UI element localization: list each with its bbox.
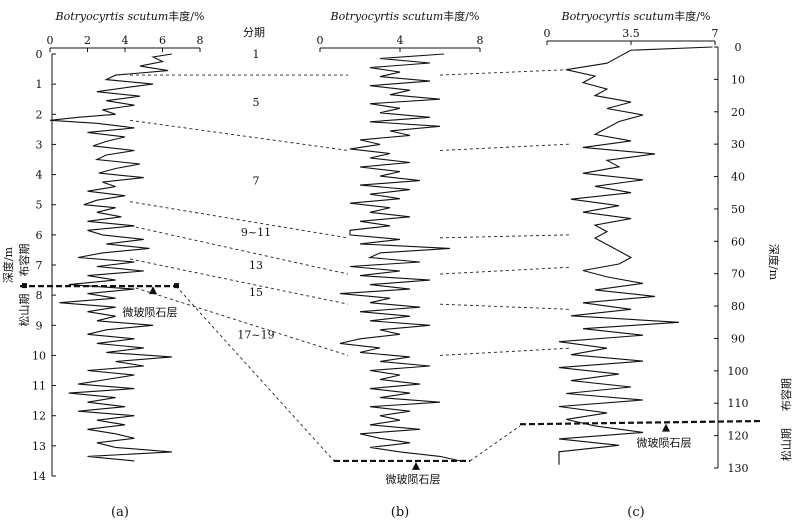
y-tick-label: 7 xyxy=(36,259,43,272)
y-tick-label: 40 xyxy=(731,171,745,184)
correlation-line xyxy=(129,225,349,275)
correlation-line xyxy=(129,119,349,151)
correlation-line xyxy=(129,258,349,305)
y-tick-label: 10 xyxy=(731,73,745,86)
y-tick-label: 70 xyxy=(731,268,745,281)
y-tick-label: 3 xyxy=(36,138,43,151)
y-tick-label: 13 xyxy=(32,440,46,453)
x-tick-label: 8 xyxy=(197,34,204,47)
x-tick-label: 0 xyxy=(317,34,324,47)
chron-lower-label: 松山期 xyxy=(779,428,793,461)
abundance-curve xyxy=(339,53,461,462)
y-tick-label: 14 xyxy=(32,470,46,483)
y-tick-label: 12 xyxy=(32,410,46,423)
boundary-marker xyxy=(174,283,179,289)
correlation-line xyxy=(439,347,571,356)
y-tick-label: 8 xyxy=(36,289,43,302)
y-tick-label: 30 xyxy=(731,138,745,151)
panel-b: 0 4 8 Botryocyrtis scutum丰度/% 微玻陨石层 xyxy=(317,9,484,486)
chron-lower-label: 松山期 xyxy=(17,294,31,327)
zone-label: 1 xyxy=(253,48,260,61)
y-tick-label: 2 xyxy=(36,108,43,121)
x-axis-title: Botryocyrtis scutum丰度/% xyxy=(561,9,711,23)
y-tick-label: 11 xyxy=(32,380,46,393)
x-tick-label: 0 xyxy=(47,34,54,47)
microtektite-boundary xyxy=(519,419,761,426)
x-tick-label: 2 xyxy=(84,34,91,47)
panel-label-a: (a) xyxy=(111,505,129,520)
x-tick-label: 8 xyxy=(477,34,484,47)
y-tick-label: 10 xyxy=(32,349,46,362)
y-tick-label: 1 xyxy=(36,78,43,91)
boundary-arrow xyxy=(149,286,157,295)
panel-label-b: (b) xyxy=(391,505,409,520)
x-tick-label: 4 xyxy=(122,34,129,47)
x-axis-title: Botryocyrtis scutum丰度/% xyxy=(330,9,480,23)
boundary-arrow xyxy=(662,423,670,432)
chron-upper-label: 布容期 xyxy=(17,244,31,277)
zone-label: 7 xyxy=(253,175,260,188)
correlation-line xyxy=(439,69,571,76)
y-axis-label: 深度/m xyxy=(767,244,781,281)
zone-label: 13 xyxy=(249,259,263,272)
x-axis-title: Botryocyrtis scutum丰度/% xyxy=(55,9,205,23)
correlation-line xyxy=(469,425,521,462)
y-tick-label: 0 xyxy=(735,41,742,54)
correlation-lines xyxy=(129,69,571,462)
y-tick-label: 5 xyxy=(36,199,43,212)
x-tick-label: 4 xyxy=(397,34,404,47)
abundance-curve xyxy=(49,53,172,462)
correlation-line xyxy=(439,266,571,275)
correlation-line xyxy=(129,285,349,356)
microtektite-label: 微玻陨石层 xyxy=(386,472,441,486)
correlation-line xyxy=(439,234,571,239)
y-axis-label: 深度/m xyxy=(1,246,15,283)
correlation-line xyxy=(129,201,349,239)
y-tick-label: 60 xyxy=(731,235,745,248)
y-tick-label: 90 xyxy=(731,332,745,345)
boundary-marker xyxy=(22,283,27,289)
zone-label: 5 xyxy=(253,96,260,109)
y-tick-label: 100 xyxy=(728,365,749,378)
correlation-line xyxy=(439,143,571,151)
y-tick-label: 80 xyxy=(731,300,745,313)
chron-upper-label: 布容期 xyxy=(779,378,793,411)
y-tick-label: 110 xyxy=(728,397,749,410)
microtektite-label: 微玻陨石层 xyxy=(637,436,692,450)
y-tick-label: 6 xyxy=(36,229,43,242)
y-tick-label: 50 xyxy=(731,203,745,216)
y-tick-label: 120 xyxy=(728,430,749,443)
panel-label-c: (c) xyxy=(627,505,644,520)
y-tick-label: 4 xyxy=(36,169,43,182)
correlation-line xyxy=(175,285,335,462)
y-tick-label: 0 xyxy=(36,48,43,61)
x-tick-label: 3.5 xyxy=(622,27,640,40)
boundary-arrow xyxy=(412,461,420,470)
correlation-line xyxy=(439,303,571,310)
zone-label: 17~19 xyxy=(237,328,274,341)
zone-label: 15 xyxy=(249,286,263,299)
y-tick-label: 20 xyxy=(731,106,745,119)
zone-header: 分期 xyxy=(243,26,265,39)
abundance-curve xyxy=(558,46,713,465)
zone-label: 9~11 xyxy=(241,226,271,239)
y-tick-label: 130 xyxy=(728,462,749,475)
x-tick-label: 7 xyxy=(712,27,719,40)
x-tick-label: 0 xyxy=(544,27,551,40)
microtektite-label: 微玻陨石层 xyxy=(123,305,178,319)
x-tick-label: 6 xyxy=(159,34,166,47)
y-tick-label: 9 xyxy=(36,319,43,332)
